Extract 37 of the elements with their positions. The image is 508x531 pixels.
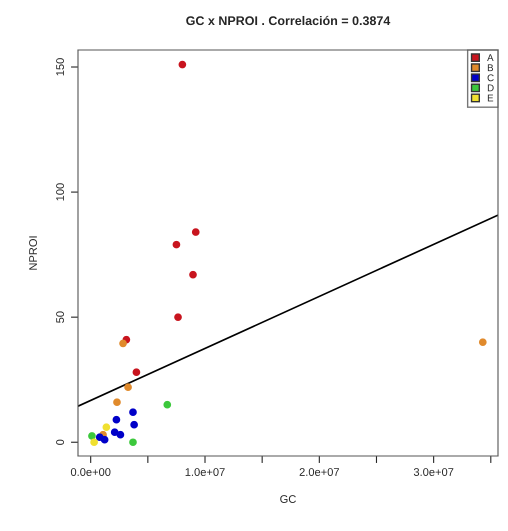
chart-title: GC x NPROI . Correlación = 0.3874	[186, 16, 390, 26]
point	[189, 270, 197, 278]
legend-label: A	[487, 54, 494, 61]
legend-label: D	[488, 84, 494, 92]
legend-label: C	[488, 74, 494, 82]
point	[124, 383, 132, 392]
point	[113, 398, 121, 406]
point	[478, 338, 487, 346]
point	[110, 428, 118, 436]
point	[174, 313, 182, 321]
x-tick-label: 1.0e+07	[186, 468, 225, 476]
point	[172, 240, 180, 248]
y-tick-label: 100	[56, 183, 64, 201]
point	[90, 438, 98, 446]
point	[116, 430, 124, 439]
x-axis-title: GC	[280, 495, 296, 503]
y-tick-label: 0	[56, 440, 64, 445]
point	[163, 400, 172, 409]
point	[132, 368, 140, 376]
point	[100, 436, 108, 444]
y-axis-title: NPROI	[29, 236, 37, 270]
point	[130, 420, 138, 429]
point	[88, 432, 96, 440]
x-tick-label: 3.0e+07	[414, 468, 454, 476]
y-tick-label: 150	[56, 58, 64, 76]
point	[129, 408, 137, 416]
point	[119, 340, 127, 348]
point	[192, 228, 200, 236]
legend-label: B	[488, 64, 494, 72]
x-tick-label: 0.0e+00	[70, 468, 110, 476]
point	[129, 438, 137, 446]
point	[178, 60, 186, 68]
x-tick-label: 2.0e+07	[300, 468, 340, 476]
point	[112, 416, 120, 424]
y-tick-label: 50	[56, 311, 64, 323]
point	[102, 423, 110, 432]
legend-label: E	[488, 94, 494, 102]
